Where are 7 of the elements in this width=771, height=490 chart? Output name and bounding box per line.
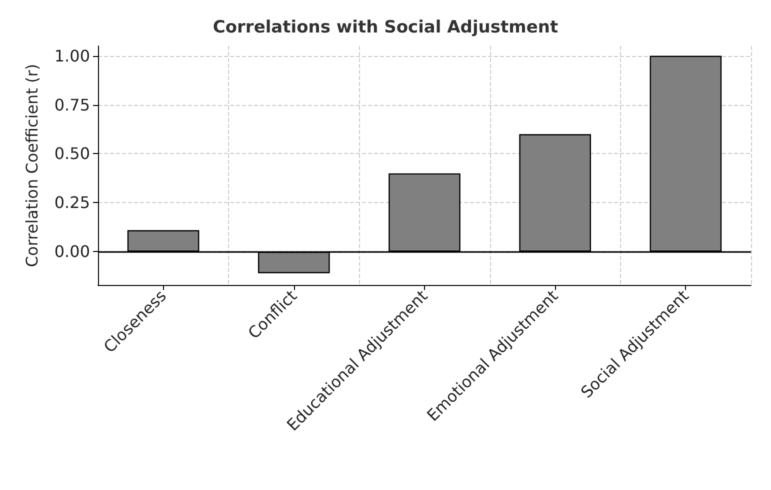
y-axis-title: Correlation Coefficient (r) [22,64,42,268]
chart-title: Correlations with Social Adjustment [212,18,558,38]
y-tick-label: 0.75 [54,95,90,114]
y-tick-label: 1.00 [54,46,90,66]
y-tick-label: 0.25 [54,193,90,212]
y-tick-label: 0.50 [54,144,90,164]
y-tick-label: 0.00 [54,242,90,262]
